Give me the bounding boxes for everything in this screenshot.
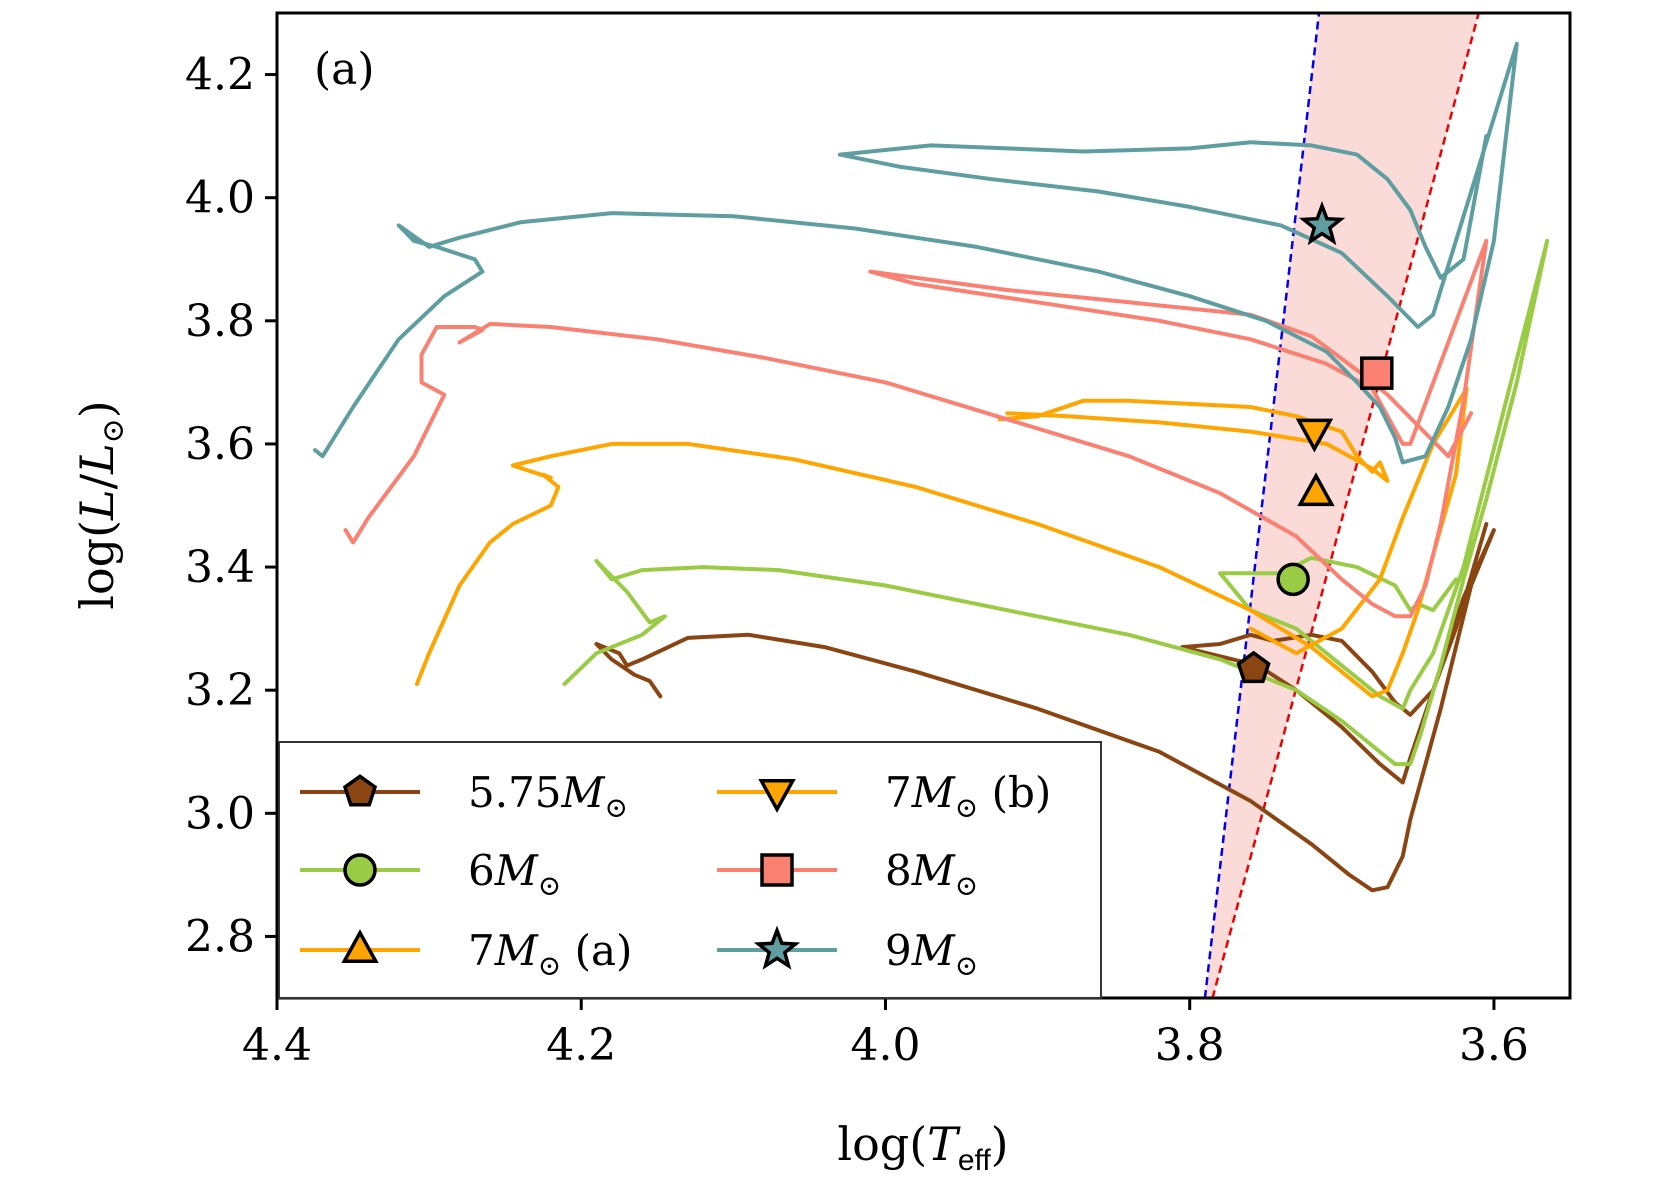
y-tick-label: 4.2	[185, 50, 255, 101]
x-tick-label: 4.0	[850, 1020, 920, 1071]
track-marker-triangle-down	[1295, 418, 1334, 453]
instability-strip	[1203, 13, 1480, 998]
y-tick-label: 3.6	[185, 419, 255, 470]
track-line-3	[997, 398, 1390, 483]
track-line-0	[594, 522, 1496, 893]
x-tick-label: 4.4	[242, 1020, 312, 1071]
track-line-4	[343, 238, 1489, 619]
y-tick-label: 3.2	[185, 665, 255, 716]
legend-marker-triangle-down	[758, 779, 796, 813]
y-tick-label: 2.8	[185, 911, 255, 962]
legend-label: 7M⊙ (b)	[885, 768, 1051, 824]
x-tick-label: 3.6	[1459, 1020, 1529, 1071]
legend-label: 6M⊙	[468, 846, 561, 902]
y-tick-label: 3.0	[185, 788, 255, 839]
y-tick-label: 4.0	[185, 173, 255, 224]
track-line-5	[313, 41, 1519, 465]
track-marker-square	[1360, 356, 1394, 390]
y-tick-label: 3.8	[185, 296, 255, 347]
track-marker-pentagon	[1236, 650, 1271, 684]
track-marker-triangle-up	[1297, 472, 1335, 507]
y-tick-label: 3.4	[185, 542, 255, 593]
panel-label: (a)	[314, 44, 375, 95]
axis-ticks: 4.4 4.2 4.0 3.8 3.6 2.8 3.0 3.2 3.4 3.6 3.8 4.0 4.2	[185, 50, 1529, 1071]
evolution-tracks	[313, 41, 1550, 893]
legend-label: 7M⊙ (a)	[468, 926, 632, 982]
legend-marker-pentagon	[342, 774, 378, 807]
legend-label: 9M⊙	[885, 926, 978, 982]
x-tick-label: 3.8	[1155, 1020, 1225, 1071]
track-markers	[1236, 200, 1394, 684]
legend-marker-triangle-up	[341, 929, 379, 964]
track-line-1	[562, 238, 1550, 767]
legend-marker-circle	[343, 853, 377, 887]
track-line-2	[414, 386, 1469, 699]
legend-marker-square	[760, 853, 794, 887]
legend-marker-star	[753, 925, 801, 970]
x-tick-label: 4.2	[546, 1020, 616, 1071]
blue-edge-line	[1203, 13, 1321, 998]
legend-label: 8M⊙	[885, 846, 978, 902]
y-axis-label: log(L/L⊙)	[70, 400, 131, 610]
x-axis-label: log(Teff)	[837, 1117, 1008, 1177]
track-marker-circle	[1276, 562, 1310, 597]
legend: 5.75M⊙ 6M⊙ 7M⊙ (a) 7M⊙ (b) 8M⊙ 9M⊙	[278, 741, 1102, 999]
red-edge-line	[1211, 13, 1480, 998]
legend-label: 5.75M⊙	[468, 768, 628, 824]
instability-strip-fill	[1204, 13, 1479, 998]
track-marker-star	[1298, 200, 1346, 246]
